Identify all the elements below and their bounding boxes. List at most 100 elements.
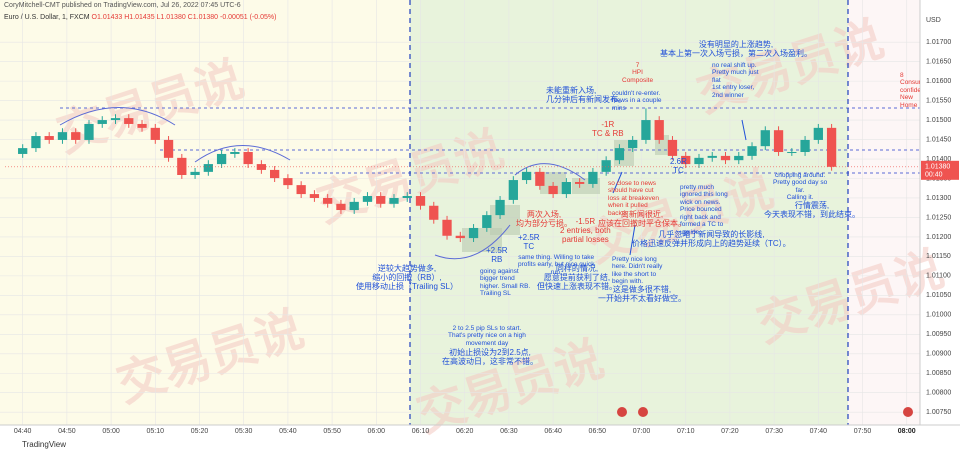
candle-body xyxy=(97,120,107,124)
y-tick-label: 1.01150 xyxy=(926,253,951,260)
symbol-name: Euro / U.S. Dollar, 1, FXCM xyxy=(4,14,90,21)
annotation: +2.5R RB xyxy=(486,246,508,265)
event-flag[interactable] xyxy=(638,407,648,417)
candles xyxy=(18,108,837,242)
annotation: same thing. Willing to take profits earl… xyxy=(518,254,595,276)
arc xyxy=(59,107,176,126)
candle-body xyxy=(628,139,638,149)
x-tick-label: 05:30 xyxy=(235,428,253,435)
last-price-box xyxy=(921,160,959,180)
y-tick-label: 1.01000 xyxy=(926,312,951,319)
y-tick-label: 1.00750 xyxy=(926,409,951,416)
candle-body xyxy=(747,146,757,156)
candle-body xyxy=(508,180,518,200)
x-tick-label: 06:00 xyxy=(368,428,386,435)
publisher: CoryMitchell-CMT published on TradingVie… xyxy=(4,2,241,9)
candle-body xyxy=(548,185,558,195)
x-tick-label: 06:10 xyxy=(412,428,430,435)
y-tick-label: 1.01450 xyxy=(926,136,951,143)
post-session-bg xyxy=(848,0,920,425)
annotation: 8 Consumer confidence New Home xyxy=(900,72,920,109)
y-tick-label: 1.01600 xyxy=(926,78,951,85)
annotation: 这是做多很不错, 一开始并不太看好做空。 xyxy=(598,285,686,304)
candle-body xyxy=(190,171,200,175)
arrow xyxy=(612,171,623,194)
annotation: 2.6R TC xyxy=(670,157,687,176)
event-flag[interactable] xyxy=(617,407,627,417)
annotation: 初始止损设为2到2.5点, 在高波动日，这非常不错。 xyxy=(442,348,538,367)
candle-body xyxy=(216,153,227,165)
annotation: 2 to 2.5 pip SLs to start. That's pretty… xyxy=(448,325,526,347)
candle-body xyxy=(681,155,691,165)
candle-body xyxy=(71,132,81,140)
y-tick-label: 1.01500 xyxy=(926,117,951,124)
candle-body xyxy=(150,127,160,140)
x-tick-label: 07:40 xyxy=(810,428,828,435)
annotation: 没有明显的上涨趋势, 基本上第一次入场亏损，第二次入场盈利。 xyxy=(660,40,812,59)
candle-body xyxy=(455,235,465,239)
x-tick-label: 05:00 xyxy=(102,428,120,435)
y-tick-label: 1.01400 xyxy=(926,156,951,163)
y-tick-label: 1.00800 xyxy=(926,390,951,397)
candle-body xyxy=(601,160,611,172)
candle-body xyxy=(177,157,187,175)
candle-body xyxy=(376,196,386,204)
ohlc: O1.01433 H1.01435 L1.01380 C1.01380 -0.0… xyxy=(91,14,277,21)
countdown: 00:40 xyxy=(925,172,943,179)
candle-body xyxy=(707,155,717,158)
y-tick-label: 1.01700 xyxy=(926,39,951,46)
annotation: Pretty nice long here. Didn't really lik… xyxy=(612,256,663,286)
x-tick-label: 05:40 xyxy=(279,428,297,435)
candle-body xyxy=(283,178,293,186)
arc xyxy=(514,163,586,181)
candle-body xyxy=(256,164,267,170)
annotation: -1.5R 2 entries, both partial losses xyxy=(560,217,611,245)
candle-body xyxy=(203,164,213,172)
candle-body xyxy=(482,215,492,228)
candle-body xyxy=(826,127,837,167)
annotation: 同样的情况, 愿意提前获利了结, 但快速上涨表现不错。 xyxy=(537,264,617,292)
x-tick-label: 07:50 xyxy=(854,428,872,435)
annotation: 两次入场, 均为部分亏损。 xyxy=(516,210,572,229)
trade-box xyxy=(490,205,520,235)
y-tick-label: 1.00850 xyxy=(926,370,951,377)
currency: USD xyxy=(926,17,941,24)
candle-body xyxy=(389,197,399,204)
arrow xyxy=(629,224,636,256)
annotation: pretty much ignored this long wick on ne… xyxy=(680,184,728,236)
candle-body xyxy=(323,197,333,204)
candle-body xyxy=(734,155,744,161)
candle-body xyxy=(760,130,770,147)
arc xyxy=(194,145,291,163)
candle-body xyxy=(442,219,452,236)
candle-body xyxy=(57,132,68,140)
x-tick-label: 04:50 xyxy=(58,428,76,435)
y-tick-label: 1.01250 xyxy=(926,214,951,221)
candle-body xyxy=(349,201,359,211)
x-tick-label: 07:00 xyxy=(633,428,651,435)
footer-logo: TradingView xyxy=(22,440,66,449)
candle-body xyxy=(336,203,346,211)
candle-body xyxy=(84,123,94,140)
candle-body xyxy=(694,157,704,165)
candle-body xyxy=(44,136,54,140)
annotation: 7 HPI Composite xyxy=(622,62,654,84)
x-tick-label: 07:10 xyxy=(677,428,695,435)
symbol: Euro / U.S. Dollar, 1, FXCM O1.01433 H1.… xyxy=(4,14,276,21)
annotation: -1R TC & RB xyxy=(592,120,624,139)
x-tick-label: 06:40 xyxy=(544,428,562,435)
x-tick-label: 08:00 xyxy=(898,428,916,435)
candle-body xyxy=(18,148,28,154)
annotation: so close to news should have cut loss at… xyxy=(608,180,659,217)
session-bg xyxy=(410,0,848,425)
candle-body xyxy=(309,194,320,198)
event-flag[interactable] xyxy=(903,407,913,417)
y-tick-label: 1.00900 xyxy=(926,351,951,358)
candle-body xyxy=(110,118,121,121)
x-tick-label: 06:50 xyxy=(589,428,607,435)
candle-body xyxy=(720,155,731,161)
y-tick-label: 1.01200 xyxy=(926,234,951,241)
last-price-label: 1.01380 xyxy=(925,164,950,171)
candle-body xyxy=(137,123,147,128)
candle-body xyxy=(561,182,572,195)
